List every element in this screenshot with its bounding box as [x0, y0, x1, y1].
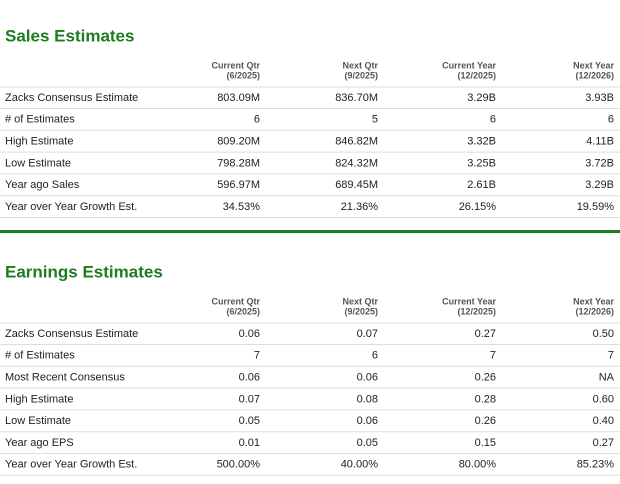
column-header: Next Year: [573, 60, 614, 70]
cell-value: 0.06: [239, 328, 260, 340]
cell-value: 809.20M: [217, 136, 260, 148]
section-title: Earnings Estimates: [5, 262, 163, 281]
cell-value: 803.09M: [217, 92, 260, 104]
cell-value: 6: [254, 114, 260, 126]
row-label: Year ago Sales: [5, 179, 80, 191]
section-divider: [0, 230, 620, 233]
cell-value: 0.07: [357, 328, 378, 340]
cell-value: 0.06: [357, 372, 378, 384]
column-header: Current Qtr: [211, 60, 260, 70]
cell-value: 596.97M: [217, 179, 260, 191]
column-header: Next Year: [573, 296, 614, 306]
cell-value: 6: [490, 114, 496, 126]
column-period: (12/2025): [457, 70, 496, 80]
column-period: (9/2025): [344, 70, 378, 80]
cell-value: 0.60: [593, 393, 614, 405]
cell-value: 0.05: [239, 415, 260, 427]
cell-value: NA: [599, 372, 615, 384]
row-label: Most Recent Consensus: [5, 372, 125, 384]
row-label: Year over Year Growth Est.: [5, 459, 137, 471]
column-header: Next Qtr: [342, 296, 378, 306]
column-period: (9/2025): [344, 306, 378, 316]
cell-value: 0.26: [475, 372, 496, 384]
cell-value: 26.15%: [459, 201, 497, 213]
cell-value: 500.00%: [217, 459, 261, 471]
column-header: Current Qtr: [211, 296, 260, 306]
cell-value: 0.50: [593, 328, 614, 340]
section-title: Sales Estimates: [5, 26, 134, 45]
cell-value: 0.01: [239, 437, 260, 449]
row-label: High Estimate: [5, 393, 73, 405]
cell-value: 2.61B: [467, 179, 496, 191]
row-label: Zacks Consensus Estimate: [5, 328, 138, 340]
cell-value: 6: [608, 114, 614, 126]
cell-value: 3.25B: [467, 157, 496, 169]
cell-value: 7: [608, 350, 614, 362]
row-label: # of Estimates: [5, 114, 75, 126]
row-label: Year over Year Growth Est.: [5, 201, 137, 213]
column-header: Current Year: [442, 60, 496, 70]
cell-value: 798.28M: [217, 157, 260, 169]
cell-value: 3.72B: [585, 157, 614, 169]
row-label: # of Estimates: [5, 350, 75, 362]
column-header: Next Qtr: [342, 60, 378, 70]
cell-value: 3.93B: [585, 92, 614, 104]
cell-value: 3.29B: [467, 92, 496, 104]
row-label: Year ago EPS: [5, 437, 74, 449]
cell-value: 85.23%: [577, 459, 615, 471]
cell-value: 34.53%: [223, 201, 261, 213]
cell-value: 7: [490, 350, 496, 362]
cell-value: 0.27: [475, 328, 496, 340]
column-period: (6/2025): [226, 306, 260, 316]
cell-value: 846.82M: [335, 136, 378, 148]
cell-value: 21.36%: [341, 201, 379, 213]
cell-value: 7: [254, 350, 260, 362]
cell-value: 0.07: [239, 393, 260, 405]
cell-value: 0.15: [475, 437, 496, 449]
cell-value: 836.70M: [335, 92, 378, 104]
cell-value: 0.05: [357, 437, 378, 449]
row-label: Low Estimate: [5, 157, 71, 169]
cell-value: 6: [372, 350, 378, 362]
cell-value: 0.27: [593, 437, 614, 449]
cell-value: 5: [372, 114, 378, 126]
cell-value: 0.26: [475, 415, 496, 427]
column-period: (12/2026): [575, 70, 614, 80]
column-header: Current Year: [442, 296, 496, 306]
column-period: (12/2025): [457, 306, 496, 316]
cell-value: 80.00%: [459, 459, 497, 471]
row-label: Low Estimate: [5, 415, 71, 427]
cell-value: 0.40: [593, 415, 614, 427]
cell-value: 0.28: [475, 393, 496, 405]
column-period: (12/2026): [575, 306, 614, 316]
cell-value: 0.06: [357, 415, 378, 427]
cell-value: 0.08: [357, 393, 378, 405]
column-period: (6/2025): [226, 70, 260, 80]
cell-value: 40.00%: [341, 459, 379, 471]
cell-value: 824.32M: [335, 157, 378, 169]
cell-value: 3.29B: [585, 179, 614, 191]
cell-value: 0.06: [239, 372, 260, 384]
row-label: Zacks Consensus Estimate: [5, 92, 138, 104]
cell-value: 4.11B: [586, 136, 614, 148]
row-label: High Estimate: [5, 136, 73, 148]
cell-value: 689.45M: [335, 179, 378, 191]
cell-value: 3.32B: [467, 136, 496, 148]
cell-value: 19.59%: [577, 201, 615, 213]
